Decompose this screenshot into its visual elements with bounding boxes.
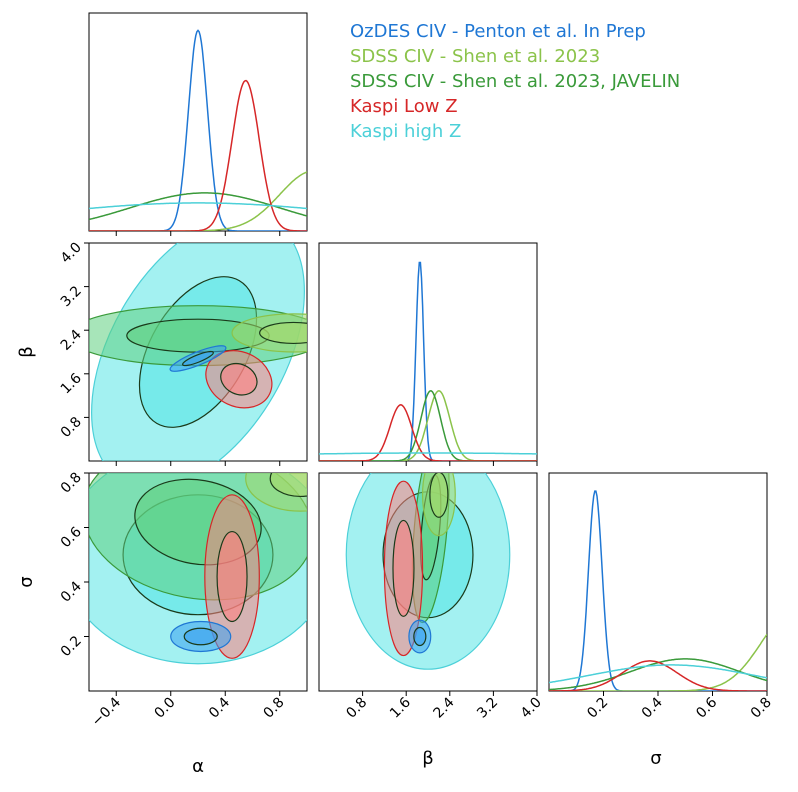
x-tick-label-sigma: 0.8 <box>748 695 775 722</box>
contour-inner-beta_sigma <box>392 519 415 617</box>
xlabel-sigma: σ <box>650 748 661 769</box>
legend-entry: OzDES CIV - Penton et al. In Prep <box>350 21 646 42</box>
legend-entry: Kaspi Low Z <box>350 96 458 117</box>
marginal-curve-alpha <box>89 29 307 231</box>
marginal-curve-sigma <box>549 490 767 691</box>
marginal-curve-beta <box>319 261 537 461</box>
marginal-curve-alpha <box>89 79 307 231</box>
contour-inner-alpha_beta <box>259 321 307 345</box>
ylabel-sigma: σ <box>16 576 37 587</box>
marginal-curve-sigma <box>549 660 767 691</box>
xlabel-beta: β <box>422 748 434 769</box>
contour-inner-beta_sigma <box>429 473 449 518</box>
ylabel-beta: β <box>16 346 37 358</box>
y-tick-label-sigma: 0.2 <box>58 633 85 660</box>
y-tick-label-sigma: 0.6 <box>58 524 85 551</box>
x-tick-label-sigma: 0.2 <box>584 695 611 722</box>
contour-inner-alpha_beta <box>220 362 258 396</box>
contour-inner-alpha_sigma <box>269 473 307 498</box>
x-tick-label-beta: 1.6 <box>387 694 414 721</box>
x-tick-label-beta: 4.0 <box>518 695 545 722</box>
y-tick-label-beta: 2.4 <box>58 327 85 354</box>
y-tick-label-beta: 3.2 <box>58 283 85 310</box>
marginal-curve-beta <box>319 390 537 461</box>
x-tick-label-alpha: 0.8 <box>261 695 288 722</box>
y-tick-label-beta: 1.6 <box>58 370 85 397</box>
marginal-curve-beta <box>319 404 537 461</box>
panel-beta-marginal <box>318 242 538 462</box>
marginal-curve-sigma <box>549 664 767 684</box>
y-tick-label-sigma: 0.4 <box>58 578 85 605</box>
contour-inner-alpha_sigma <box>216 530 248 623</box>
x-tick-label-sigma: 0.6 <box>693 694 720 721</box>
panel-alpha-marginal <box>88 12 308 232</box>
x-tick-label-beta: 2.4 <box>431 694 458 721</box>
y-tick-label-beta: 4.0 <box>58 240 85 267</box>
legend-entry: SDSS CIV - Shen et al. 2023, JAVELIN <box>350 71 680 92</box>
contour-inner-alpha_beta <box>182 350 214 367</box>
x-tick-label-alpha: −0.4 <box>89 694 124 729</box>
contour-inner-beta_sigma <box>413 626 427 647</box>
marginal-curve-beta <box>319 390 537 461</box>
legend-entry: SDSS CIV - Shen et al. 2023 <box>350 46 600 67</box>
marginal-curve-beta <box>319 452 537 455</box>
x-tick-label-beta: 0.8 <box>343 695 370 722</box>
contour-inner-alpha_sigma <box>183 627 218 646</box>
x-tick-label-alpha: 0.0 <box>152 695 179 722</box>
marginal-curve-alpha <box>89 202 307 210</box>
marginal-curve-sigma <box>549 633 767 691</box>
y-tick-label-sigma: 0.8 <box>58 470 85 497</box>
legend-entry: Kaspi high Z <box>350 121 461 142</box>
y-tick-label-beta: 0.8 <box>58 414 85 441</box>
x-tick-label-sigma: 0.4 <box>639 694 666 721</box>
marginal-curve-alpha <box>89 171 307 231</box>
x-tick-label-alpha: 0.4 <box>206 694 233 721</box>
x-tick-label-beta: 3.2 <box>474 695 501 722</box>
xlabel-alpha: α <box>192 756 204 777</box>
legend: OzDES CIV - Penton et al. In Prep SDSS C… <box>350 21 680 142</box>
